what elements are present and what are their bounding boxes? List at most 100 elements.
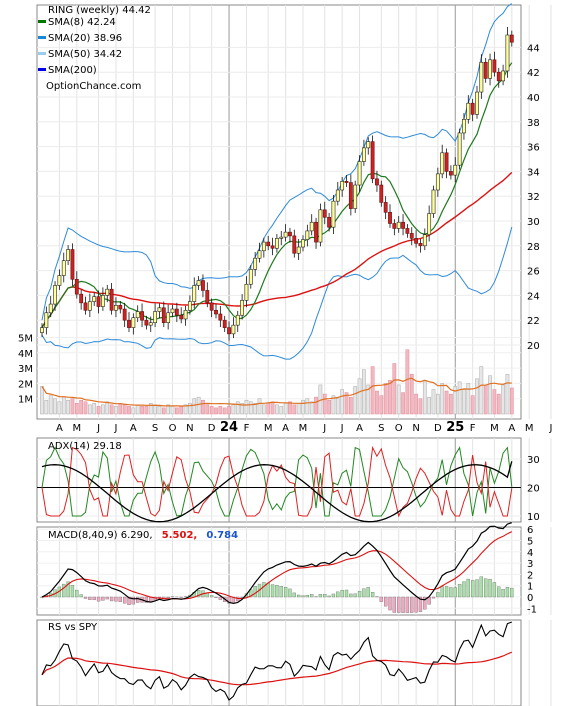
x-tick-label: M bbox=[525, 423, 534, 434]
legend-swatch-sma20 bbox=[38, 36, 46, 39]
candle-body bbox=[444, 152, 449, 172]
candle-body bbox=[140, 311, 144, 321]
macd-histogram-bar bbox=[492, 582, 497, 598]
volume-bar bbox=[161, 407, 166, 415]
macd-histogram-bar bbox=[462, 581, 466, 598]
candle-body bbox=[222, 319, 227, 328]
candle-body bbox=[483, 61, 488, 79]
candle-body bbox=[109, 288, 114, 311]
volume-bar bbox=[275, 404, 279, 415]
volume-bar bbox=[61, 396, 66, 415]
candle-body bbox=[70, 249, 75, 280]
x-tick-label: J bbox=[113, 423, 117, 434]
legend-sma20: SMA(20) 38.96 bbox=[48, 33, 122, 44]
candle-body bbox=[201, 280, 205, 291]
candle-body bbox=[240, 300, 245, 316]
volume-bar bbox=[192, 398, 197, 415]
candle-body bbox=[340, 181, 345, 191]
macd-histogram-bar bbox=[114, 596, 118, 602]
macd-tick-label: 5 bbox=[527, 537, 533, 548]
macd-histogram-bar bbox=[166, 596, 170, 599]
candle-body bbox=[409, 233, 414, 239]
x-tick-label: F bbox=[244, 423, 250, 434]
volume-bar bbox=[48, 395, 53, 415]
candle-body bbox=[48, 303, 53, 314]
volume-tick-label: 4M bbox=[18, 349, 33, 360]
macd-histogram-bar bbox=[436, 592, 440, 598]
macd-histogram-bar bbox=[279, 586, 283, 598]
candle-body bbox=[492, 59, 497, 73]
macd-histogram-bar bbox=[88, 596, 92, 600]
candle-body bbox=[253, 257, 258, 270]
macd-histogram-bar bbox=[362, 588, 366, 598]
legend-sma200: SMA(200) bbox=[48, 65, 97, 76]
candle-body bbox=[509, 34, 514, 43]
axis-labels: A M J J A S O N D 24 F M A M J J A S O N D 25 F M A M J20222426283… bbox=[18, 43, 552, 615]
adx-tick-label: 20 bbox=[527, 484, 540, 495]
candle-body bbox=[174, 308, 179, 316]
rs-panel-frame bbox=[36, 619, 522, 706]
price-tick-label: 28 bbox=[527, 242, 540, 253]
candle-body bbox=[101, 295, 105, 307]
candle-body bbox=[127, 319, 131, 328]
macd-line bbox=[41, 522, 512, 605]
candle-body bbox=[431, 189, 436, 214]
x-tick-label: M bbox=[72, 423, 81, 434]
volume-bar bbox=[144, 406, 149, 415]
volume-bar bbox=[505, 373, 510, 415]
candle-body bbox=[44, 312, 49, 328]
adx-label: ADX(14) 29.18 bbox=[48, 441, 122, 452]
macd-histogram-bar bbox=[305, 595, 310, 598]
candle-body bbox=[366, 141, 371, 149]
volume-bar bbox=[92, 403, 97, 415]
macd-histogram-bar bbox=[336, 591, 340, 598]
macd-histogram-bar bbox=[105, 596, 109, 600]
candle-body bbox=[79, 293, 84, 304]
macd-histogram-bar bbox=[431, 596, 436, 599]
volume-bar bbox=[270, 401, 275, 415]
x-tick-label: S bbox=[152, 423, 158, 434]
candle-body bbox=[344, 181, 349, 183]
x-tick-label: A bbox=[282, 423, 289, 434]
volume-bar bbox=[70, 398, 75, 415]
macd-signal-value: 5.502, bbox=[162, 530, 197, 541]
candle-body bbox=[235, 314, 240, 326]
candle-body bbox=[479, 61, 484, 93]
volume-bar bbox=[496, 393, 501, 415]
macd-histogram-bar bbox=[344, 589, 349, 598]
grid-lines bbox=[37, 5, 552, 706]
volume-bar bbox=[40, 386, 44, 415]
volume-bar bbox=[357, 378, 362, 415]
candle-body bbox=[231, 324, 236, 335]
candle-body bbox=[188, 301, 192, 311]
candle-body bbox=[74, 278, 79, 295]
volume-bar bbox=[53, 398, 57, 415]
volume-bar bbox=[153, 404, 157, 415]
x-tick-label: F bbox=[470, 423, 476, 434]
x-tick-label: 24 bbox=[220, 420, 238, 435]
candle-body bbox=[61, 260, 66, 276]
volume-bar bbox=[135, 404, 140, 415]
price-tick-label: 44 bbox=[527, 43, 540, 54]
macd-tick-label: 4 bbox=[527, 548, 533, 559]
price-tick-label: 20 bbox=[527, 341, 540, 352]
volume-bar bbox=[344, 392, 349, 415]
volume-bar bbox=[122, 404, 127, 415]
volume-bars bbox=[40, 349, 514, 415]
macd-histogram-bar bbox=[497, 586, 501, 598]
rs-label: RS vs SPY bbox=[48, 622, 98, 633]
macd-histogram-bar bbox=[410, 596, 414, 613]
x-tick-label: A bbox=[508, 423, 515, 434]
candle-body bbox=[348, 182, 353, 209]
macd-histogram-bar bbox=[370, 592, 375, 598]
volume-bar bbox=[227, 406, 231, 415]
macd-histogram-bar bbox=[123, 596, 127, 604]
x-tick-label: A bbox=[356, 423, 363, 434]
macd-histogram-bar bbox=[296, 594, 301, 598]
volume-bar bbox=[370, 366, 375, 415]
price-legend: RING (weekly) 44.42 SMA(8) 42.24 SMA(20)… bbox=[38, 5, 151, 92]
volume-bar bbox=[83, 401, 88, 415]
macd-histogram-bar bbox=[501, 589, 505, 598]
volume-bar bbox=[88, 404, 92, 415]
macd-histogram-bar bbox=[92, 596, 96, 601]
